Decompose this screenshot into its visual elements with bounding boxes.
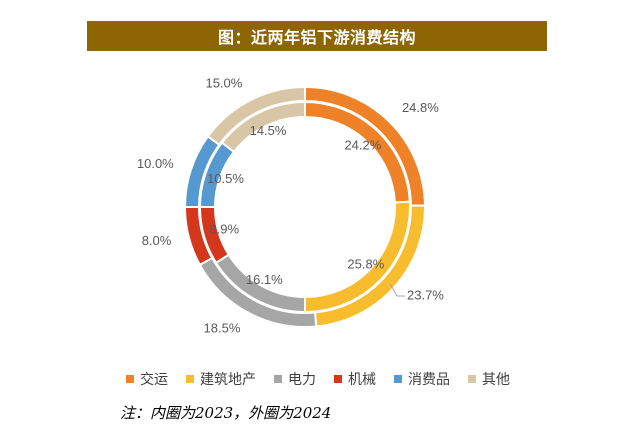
chart-title: 图：近两年铝下游消费结构: [217, 28, 416, 47]
data-label-2023-交运: 24.2%: [344, 138, 381, 153]
legend-label: 电力: [288, 372, 316, 388]
legend-swatch: [468, 375, 476, 383]
legend-swatch: [394, 375, 402, 383]
legend-label: 消费品: [408, 372, 450, 388]
legend-label: 机械: [348, 372, 376, 388]
data-label-2023-消费品: 10.5%: [207, 171, 244, 186]
legend-swatch: [126, 375, 134, 383]
data-label-2023-建筑地产: 25.8%: [347, 256, 384, 271]
chart-note: 注：内圈为2023，外圈为2024: [120, 404, 332, 422]
legend: 交运 建筑地产 电力 机械 消费品 其他: [0, 368, 636, 390]
legend-item-其他: 其他: [468, 369, 510, 389]
legend-label: 其他: [482, 372, 510, 388]
chart-title-bar: 图：近两年铝下游消费结构: [87, 21, 547, 51]
legend-item-建筑地产: 建筑地产: [186, 369, 256, 389]
legend-item-交运: 交运: [126, 369, 168, 389]
data-label-2024-机械: 8.0%: [142, 233, 172, 248]
legend-item-机械: 机械: [334, 369, 376, 389]
data-label-2024-交运: 24.8%: [402, 100, 439, 115]
legend-swatch: [274, 375, 282, 383]
legend-swatch: [186, 375, 194, 383]
slice-2023-其他: [220, 100, 306, 154]
data-label-2023-电力: 16.1%: [246, 272, 283, 287]
legend-label: 建筑地产: [200, 372, 256, 388]
data-label-2024-消费品: 10.0%: [137, 156, 174, 171]
legend-swatch: [334, 375, 342, 383]
data-label-2024-其他: 15.0%: [205, 75, 242, 90]
data-label-2023-其他: 14.5%: [250, 123, 287, 138]
data-label-2024-建筑地产: 23.7%: [407, 287, 444, 302]
data-label-2024-电力: 18.5%: [204, 320, 241, 335]
leader-line: [389, 282, 405, 297]
legend-item-电力: 电力: [274, 369, 316, 389]
legend-item-消费品: 消费品: [394, 369, 450, 389]
slice-2024-其他: [206, 85, 306, 147]
legend-label: 交运: [140, 372, 168, 388]
data-label-2023-机械: 8.9%: [209, 222, 239, 237]
